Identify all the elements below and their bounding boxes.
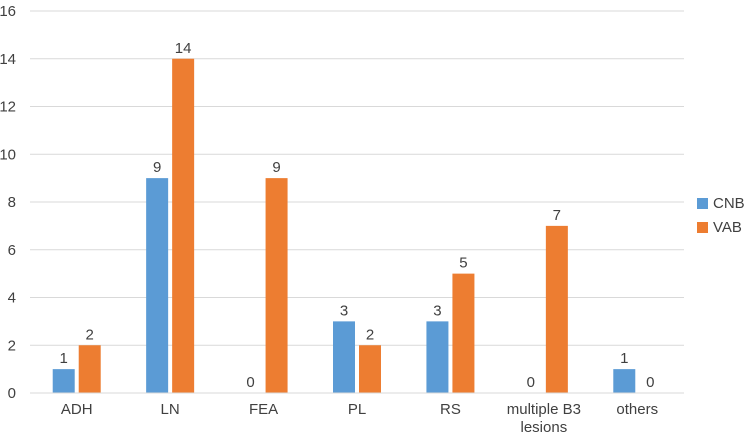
y-tick-label: 0: [8, 385, 16, 402]
bars: [52, 58, 636, 393]
bar-vab-adh: [78, 345, 101, 393]
data-label: 3: [433, 302, 441, 319]
legend-swatch-cnb: [697, 198, 708, 209]
bar-vab-fea: [265, 178, 288, 393]
x-tick-label: others: [616, 401, 658, 418]
data-label: 9: [272, 159, 280, 176]
legend-label-cnb: CNB: [713, 195, 745, 212]
x-tick-label: PL: [348, 401, 366, 418]
x-tick-label: LN: [161, 401, 180, 418]
y-tick-label: 10: [0, 146, 16, 163]
bar-cnb-rs: [426, 321, 449, 393]
y-tick-label: 6: [8, 242, 16, 259]
data-label: 2: [86, 326, 94, 343]
data-label: 3: [340, 302, 348, 319]
data-label: 14: [175, 40, 192, 57]
gridlines: [30, 10, 684, 346]
x-tick-label: multiple B3 lesions: [507, 401, 581, 436]
y-tick-label: 16: [0, 3, 16, 20]
data-label: 5: [459, 255, 467, 272]
bar-vab-multiple-b3-lesions: [545, 225, 568, 393]
data-labels: 1 2 9 14 0 9 3 2 3 5 0 7 1 0: [60, 40, 655, 391]
y-axis: 0 2 4 6 8 10 12 14 16: [0, 3, 16, 402]
bar-vab-rs: [452, 273, 475, 393]
y-tick-label: 2: [8, 337, 16, 354]
y-tick-label: 14: [0, 51, 16, 68]
legend-swatch-vab: [697, 222, 708, 233]
data-label: 1: [60, 350, 68, 367]
data-label: 7: [553, 207, 561, 224]
data-label: 0: [246, 374, 254, 391]
legend-label-vab: VAB: [713, 219, 742, 236]
bar-cnb-others: [613, 369, 636, 393]
bar-cnb-pl: [333, 321, 355, 393]
bar-cnb-adh: [52, 369, 75, 393]
bar-vab-pl: [359, 345, 381, 393]
y-tick-label: 12: [0, 99, 16, 116]
y-tick-label: 8: [8, 194, 16, 211]
bar-vab-ln: [172, 58, 195, 393]
x-tick-label: ADH: [61, 401, 93, 418]
data-label: 1: [620, 350, 628, 367]
data-label: 9: [153, 159, 161, 176]
bar-cnb-ln: [146, 178, 169, 393]
x-axis: ADH LN FEA PL RS multiple B3 lesions others: [30, 392, 684, 436]
x-tick-label: RS: [440, 401, 461, 418]
legend: CNB VAB: [697, 195, 745, 236]
data-label: 2: [366, 326, 374, 343]
x-tick-label: FEA: [249, 401, 278, 418]
y-tick-label: 4: [8, 290, 16, 307]
data-label: 0: [527, 374, 535, 391]
data-label: 0: [646, 374, 654, 391]
